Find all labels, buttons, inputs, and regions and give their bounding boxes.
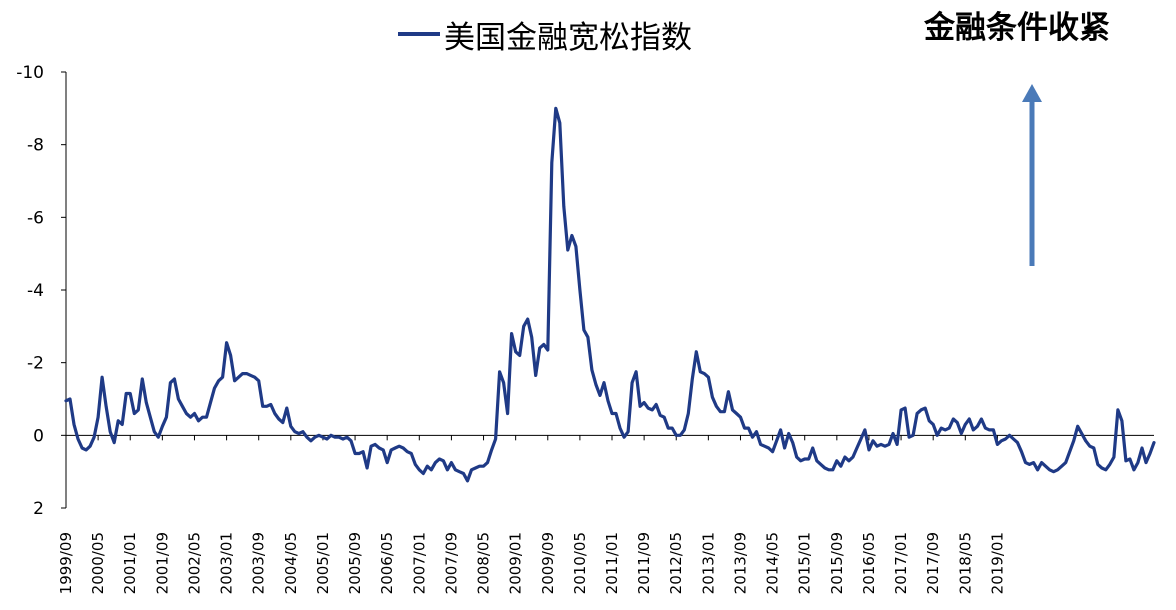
annotation-label: 金融条件收紧 (924, 10, 1110, 46)
y-tick-label: -4 (27, 281, 44, 301)
x-tick-label: 2003/01 (218, 532, 236, 594)
x-tick-label: 2013/09 (731, 532, 749, 594)
x-tick-label: 2007/01 (410, 532, 428, 594)
x-tick-label: 2018/05 (956, 532, 974, 594)
x-tick-label: 2011/01 (603, 532, 621, 594)
x-tick-label: 2008/05 (475, 532, 493, 594)
x-tick-label: 2013/01 (699, 532, 717, 594)
x-tick-label: 2014/05 (764, 532, 782, 594)
x-tick-label: 2010/05 (571, 532, 589, 594)
x-tick-label: 2004/05 (282, 532, 300, 594)
x-tick-label: 2007/09 (442, 532, 460, 594)
x-tick-label: 2019/01 (988, 532, 1006, 594)
x-tick-label: 2017/09 (924, 532, 942, 594)
y-tick-label: -8 (27, 136, 44, 156)
y-axis: -10 -8 -6 -4 -2 0 2 (16, 63, 67, 519)
x-tick-label: 2006/05 (378, 532, 396, 594)
x-tick-label: 2005/01 (314, 532, 332, 594)
x-tick-label: 2012/05 (667, 532, 685, 594)
x-tick-label: 2015/01 (796, 532, 814, 594)
y-tick-label: 2 (33, 499, 44, 519)
x-tick-label: 2002/05 (185, 532, 203, 594)
x-tick-label: 2000/05 (89, 532, 107, 594)
x-tick-label: 2015/09 (828, 532, 846, 594)
legend-label: 美国金融宽松指数 (444, 19, 692, 56)
y-tick-label: -2 (27, 354, 44, 374)
x-tick-label: 1999/09 (57, 532, 75, 594)
x-tick-label: 2009/01 (507, 532, 525, 594)
legend-swatch-line (398, 32, 440, 36)
series-line (64, 106, 1156, 483)
x-tick-label: 2001/09 (153, 532, 171, 594)
y-tick-label: -10 (16, 63, 44, 83)
arrow-head (1022, 84, 1042, 102)
x-tick-label: 2003/09 (250, 532, 268, 594)
x-tick-label: 2016/05 (860, 532, 878, 594)
x-axis: 1999/09 2000/05 2001/01 2001/09 2002/05 2003/… (57, 434, 1154, 594)
y-tick-label: 0 (33, 426, 44, 446)
x-tick-label: 2009/09 (539, 532, 557, 594)
series-layer (64, 106, 1156, 483)
x-tick-label: 2017/01 (892, 532, 910, 594)
x-tick-label: 2005/09 (346, 532, 364, 594)
x-tick-label: 2001/01 (121, 532, 139, 594)
legend: 美国金融宽松指数 (398, 12, 692, 56)
annotation-arrow (1022, 84, 1042, 266)
x-tick-label: 2011/09 (635, 532, 653, 594)
y-tick-label: -6 (27, 208, 44, 228)
